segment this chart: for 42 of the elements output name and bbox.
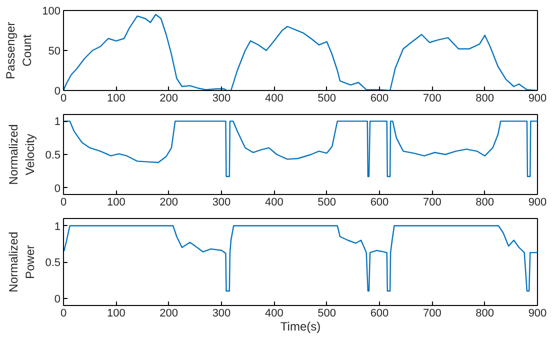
x-tick-label: 100: [106, 308, 126, 320]
x-tick-label: 700: [422, 308, 442, 320]
y-tick-label: 0.5: [45, 150, 61, 162]
x-tick-label: 900: [528, 308, 547, 320]
line-series: [64, 14, 538, 90]
y-axis-title: Normalized Velocity: [6, 124, 38, 185]
x-tick-label: 200: [160, 308, 178, 320]
y-tick-label: 0: [54, 182, 61, 195]
x-tick-label: 500: [318, 308, 336, 320]
x-tick-label: 900: [528, 92, 547, 104]
x-tick-label: 600: [370, 308, 389, 320]
x-tick-label: 900: [528, 196, 547, 208]
x-tick-label: 400: [264, 196, 284, 208]
x-tick-label: 700: [422, 92, 442, 104]
line-series: [64, 120, 538, 178]
x-tick-label: 300: [212, 308, 231, 320]
x-tick-label: 300: [212, 92, 231, 104]
y-tick-label: 0: [54, 293, 61, 306]
x-tick-label: 300: [212, 196, 231, 208]
y-tick-label: 100: [42, 6, 61, 18]
x-tick-label: 800: [476, 196, 494, 208]
x-tick-label: 700: [422, 196, 442, 208]
x-tick-label: 400: [264, 92, 284, 104]
x-tick-label: 500: [318, 92, 336, 104]
x-tick-label: 200: [160, 196, 178, 208]
y-axis-title: Normalized Power: [6, 232, 38, 292]
y-tick-label: 1: [54, 220, 61, 233]
x-tick-label: 500: [318, 196, 336, 208]
x-tick-label: 600: [370, 92, 389, 104]
y-tick-label: 0.5: [45, 257, 61, 269]
y-tick-label: 50: [48, 46, 61, 58]
x-tick-label: 600: [370, 196, 389, 208]
x-tick-label: 100: [106, 196, 126, 208]
x-tick-label: 400: [264, 308, 284, 320]
line-series: [64, 225, 538, 292]
x-axis-title: Time(s): [280, 320, 321, 334]
x-tick-label: 800: [476, 308, 494, 320]
x-tick-label: 800: [476, 92, 494, 104]
y-axis-title: Passenger Count: [3, 22, 34, 80]
x-tick-label: 200: [160, 92, 178, 104]
x-tick-label: 100: [106, 92, 126, 104]
y-tick-label: 1: [54, 116, 61, 128]
